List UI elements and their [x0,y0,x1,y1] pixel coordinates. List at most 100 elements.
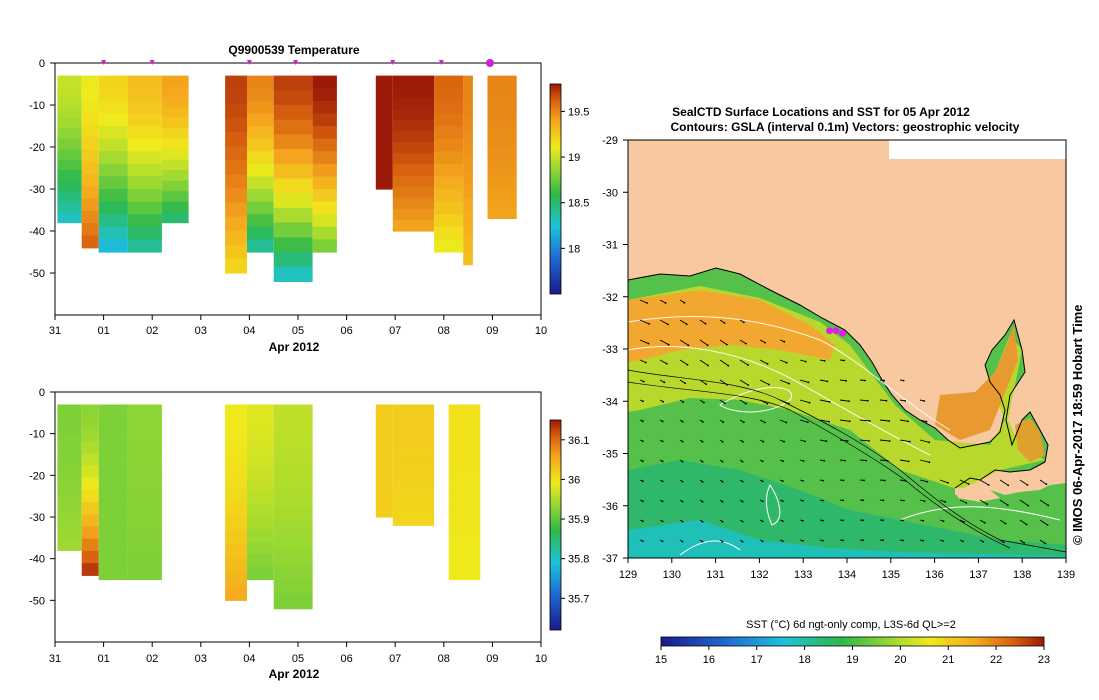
profile-cell [57,487,82,499]
velocity-vector [639,339,649,345]
profile-cell [225,544,247,559]
profile-cell [98,226,128,240]
geostrophic-vectors [639,299,1050,545]
profile-cell [57,404,82,416]
profile-cell [98,176,128,190]
profile-cell [98,151,128,165]
profile-cell [225,132,247,147]
profile-cell [392,197,435,210]
salinity-y-ticks: 0 -10 -20 -30 -40 -50 [29,387,55,607]
profile-cell [375,460,393,470]
velocity-vector-head [802,539,804,542]
profile-cell [161,128,189,140]
velocity-vector-head [701,540,704,543]
velocity-vector-head [862,499,865,502]
profile-cell [487,96,517,107]
velocity-vector-head [647,342,650,345]
velocity-vector [939,499,946,503]
velocity-vector-head [781,500,784,502]
profile-cell [434,151,464,165]
velocity-vector-head [661,480,664,483]
profile-cell [225,572,247,587]
velocity-vector-head [761,520,764,523]
velocity-vector [699,359,709,366]
velocity-vector-head [908,440,911,443]
profile-cell [392,464,435,475]
profile-cell [463,156,473,171]
velocity-vector-head [942,540,944,542]
profile-cell [273,404,313,420]
profile-cell [273,579,313,595]
profile-cell [98,454,128,468]
profile-cell [312,163,337,177]
profile-cell [247,138,274,152]
velocity-vector-head [766,363,769,365]
velocity-vector [759,379,770,385]
profile-cell [98,542,128,556]
velocity-vector [1039,479,1047,485]
profile-cell [161,149,189,161]
profile-cell [463,237,473,252]
velocity-vector-head [768,383,770,386]
velocity-vector [1019,479,1028,486]
profile-cell [247,567,274,581]
profile-marker [101,60,107,65]
profile-cell [247,75,274,89]
profile-cell [247,113,274,127]
x-tick-label: 01 [97,653,109,665]
salinity-colorbar [549,419,562,631]
profile-cell [98,201,128,215]
velocity-vector-head [681,440,684,443]
velocity-vector [659,359,667,365]
profile-cell [273,237,313,253]
velocity-vector [1039,519,1048,526]
y-tick-label: -20 [29,142,45,154]
profile-cell [225,586,247,601]
profile-cell [81,563,99,576]
velocity-vector-head [1004,522,1007,525]
temperature-profiles [57,75,517,282]
x-tick-label: 09 [486,653,498,665]
profile-cell [312,100,337,114]
profile-cell [273,193,313,209]
coastline [628,267,1049,489]
colorbar-tick-label: 35.9 [568,514,589,526]
profile-cell [463,210,473,225]
profile-cell [247,517,274,531]
velocity-vector-head [886,459,889,462]
profile-cell [81,124,99,138]
profile-cell [225,146,247,161]
map-y-tick-label: -32 [602,292,618,304]
profile-cell [434,113,464,127]
velocity-vector [639,299,648,304]
velocity-vector-head [986,503,988,505]
profile-cell [375,99,393,109]
velocity-vector-head [661,460,664,463]
salinity-panel: 31 01 02 03 04 05 06 07 08 09 10 0-10-20-30-40-50 … [29,387,589,681]
profile-cell [434,126,464,140]
velocity-vector-head [742,421,745,424]
profile-cell [225,230,247,246]
profile-cell [57,128,82,140]
velocity-vector-head [866,399,869,402]
profile-cell [247,176,274,190]
profile-cell [127,176,162,190]
velocity-vector-head [926,480,928,483]
profile-cell [448,404,481,418]
profile-cell [57,212,82,224]
profile-cell [487,187,517,199]
profile-cell [375,436,393,446]
x-tick-label: 01 [97,325,109,337]
profile-cell [273,477,313,493]
profile-cell [448,442,481,456]
profile-cell [434,226,464,240]
profile-cell [273,163,313,180]
profile-cell [375,444,393,454]
profile-cell [392,97,435,110]
profile-cell [375,412,393,422]
profile-cell [127,467,162,481]
profile-cell [225,188,247,204]
velocity-vector [779,399,789,404]
velocity-vector [699,319,706,325]
temperature-y-ticks: 0 -10 -20 -30 -40 -50 [29,58,55,280]
